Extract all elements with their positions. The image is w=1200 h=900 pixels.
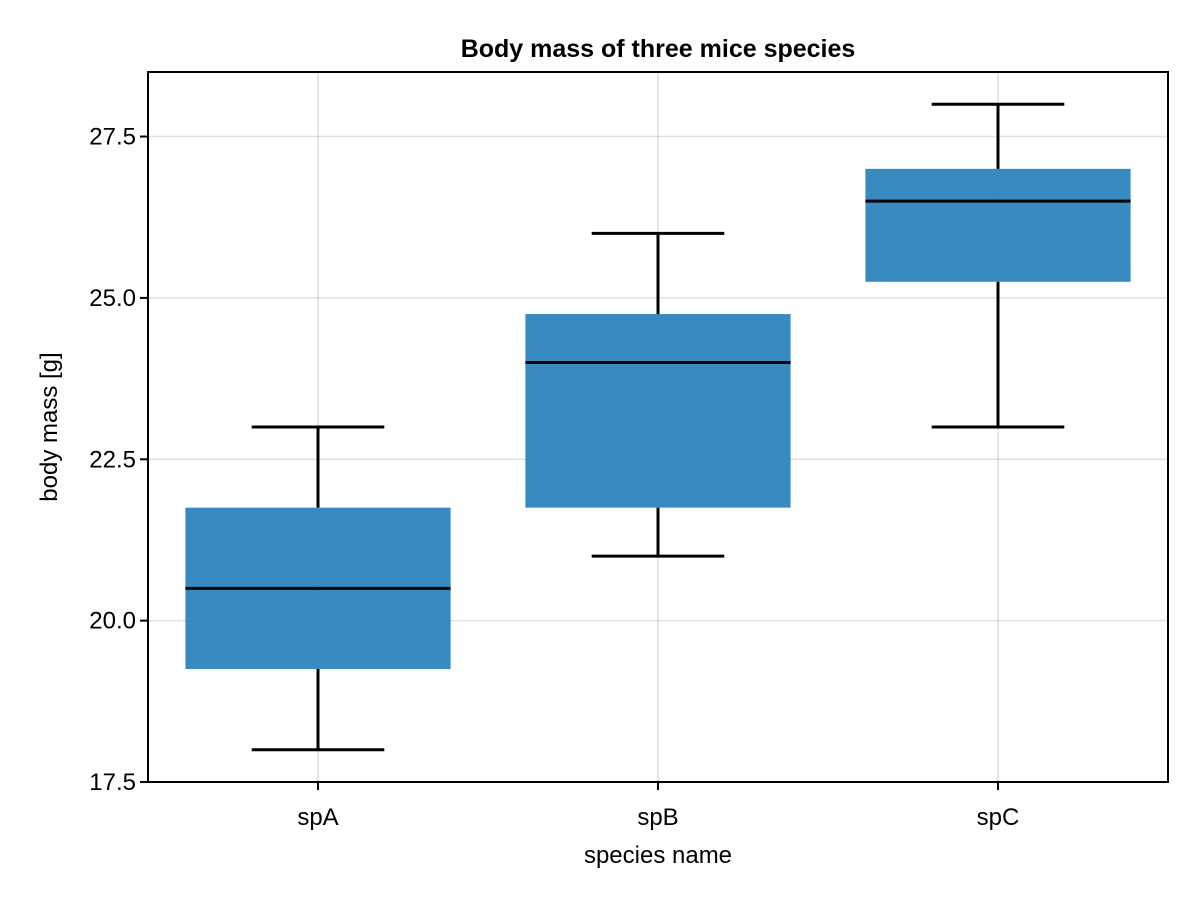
box-spA: [185, 425, 451, 752]
box-spC: [865, 102, 1131, 429]
box-spB: [525, 231, 791, 558]
boxes: [185, 102, 1131, 752]
y-tick-label: 22.5: [89, 446, 136, 473]
x-axis: spA spB spC: [297, 782, 1019, 831]
chart-title: Body mass of three mice species: [461, 35, 856, 63]
x-tick-label: spA: [297, 804, 338, 831]
y-axis-label: body mass [g]: [36, 352, 63, 501]
y-tick-label: 27.5: [89, 124, 136, 151]
y-tick-label: 17.5: [89, 769, 136, 796]
box-iqr: [525, 314, 791, 508]
y-tick-label: 25.0: [89, 285, 136, 312]
x-tick-label: spB: [637, 804, 678, 831]
box-iqr: [865, 168, 1131, 282]
y-axis: 17.5 20.0 22.5 25.0 27.5: [89, 124, 148, 796]
x-tick-label: spC: [977, 804, 1020, 831]
y-tick-label: 20.0: [89, 608, 136, 635]
x-axis-label: species name: [584, 842, 732, 869]
